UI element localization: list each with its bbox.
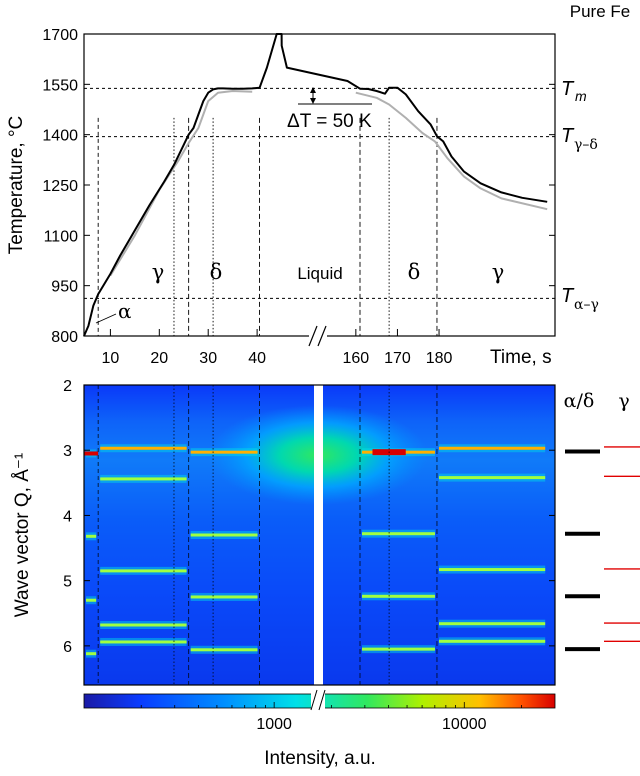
diffraction-peak: [190, 595, 258, 599]
diffraction-peak: [190, 450, 258, 454]
diffraction-peak: [438, 622, 546, 626]
q-tick-label: 4: [63, 508, 72, 525]
diffraction-peak: [438, 446, 546, 450]
x-tick-label: 160: [342, 350, 369, 367]
svg-text:α–γ: α–γ: [574, 297, 599, 313]
diffraction-peak: [86, 534, 97, 538]
temperature-axis-label: Temperature, °C: [6, 116, 27, 255]
region-label-delta-1: δ: [210, 260, 223, 284]
diffraction-peaks: [84, 444, 546, 658]
x-tick-label: 40: [248, 350, 266, 367]
diffraction-peak: [100, 623, 187, 627]
q-tick-label: 6: [63, 639, 72, 656]
svg-text:m: m: [575, 88, 587, 104]
svg-text:T: T: [561, 125, 575, 147]
heatmap-frame: [83, 384, 556, 686]
y-tick-label: 950: [51, 279, 78, 296]
t-gamma-delta-label: T γ–δ: [561, 125, 598, 153]
diffraction-peak-hot: [84, 451, 99, 456]
svg-text:γ–δ: γ–δ: [574, 137, 598, 153]
alpha-annotation: α: [118, 299, 132, 323]
heatmap-phase-lines: [97, 385, 438, 685]
y-tick-label: 1250: [42, 178, 78, 195]
svg-text:ΔT = 50 K: ΔT = 50 K: [287, 111, 372, 132]
temperature-series-line: [109, 90, 548, 277]
diffraction-peak: [86, 652, 97, 656]
diffraction-peak: [438, 639, 546, 643]
diffraction-peak: [100, 477, 187, 481]
temperature-series: [83, 33, 548, 337]
colorbar-tick-label: 1000: [256, 716, 292, 733]
q-tick-label: 5: [63, 574, 72, 591]
diffraction-peak: [362, 532, 435, 536]
region-label-liquid: Liquid: [297, 264, 342, 283]
heatmap-break-gap: [314, 385, 323, 685]
phase-reference-markers: [565, 446, 640, 652]
reference-lines: [84, 87, 555, 299]
phase-boundary-lines: [97, 117, 438, 336]
y-tick-label: 1100: [44, 228, 79, 245]
delta-t-annotation: ΔT = 50 K: [287, 87, 372, 132]
x-tick-label: 10: [102, 350, 120, 367]
chart-title: Pure Fe: [570, 2, 630, 21]
diffraction-peak: [362, 594, 435, 598]
region-label-gamma-2: γ: [492, 260, 505, 284]
x-tick-label: 170: [384, 350, 411, 367]
temperature-series-line: [83, 33, 548, 337]
region-label-gamma-1: γ: [152, 260, 165, 284]
y-tick-label: 1550: [42, 77, 78, 94]
q-axis-label: Wave vector Q, Å⁻¹: [12, 453, 33, 618]
diffraction-panel: 2 3 4 5 6 Wave vector Q, Å⁻¹ α/δ γ 1000 10000…: [12, 378, 640, 769]
region-label-delta-2: δ: [408, 260, 421, 284]
temperature-y-ticks: 800 950 1100 1250 1400 1550 1700: [42, 27, 555, 346]
diffraction-peak: [86, 598, 97, 602]
gamma-header: γ: [618, 390, 629, 412]
q-tick-label: 2: [63, 378, 72, 395]
x-axis-break: [308, 325, 327, 347]
colorbar-label: Intensity, a.u.: [264, 748, 376, 769]
diffraction-peak: [438, 568, 546, 572]
colorbar-break: [310, 688, 326, 714]
diffraction-peak: [190, 533, 258, 537]
y-tick-label: 1400: [42, 128, 78, 145]
t-alpha-gamma-label: T α–γ: [561, 285, 599, 313]
x-tick-label: 20: [150, 350, 168, 367]
q-y-ticks: 2 3 4 5 6: [63, 378, 555, 656]
diffraction-peak: [100, 446, 187, 450]
alpha-delta-header: α/δ: [564, 390, 595, 412]
y-tick-label: 800: [51, 329, 78, 346]
time-x-ticks: 10 20 30 40 160 170 180: [102, 329, 453, 367]
diffraction-peak: [190, 648, 258, 652]
q-tick-label: 3: [63, 443, 72, 460]
diffraction-peak: [100, 569, 187, 573]
x-tick-label: 180: [426, 350, 453, 367]
time-axis-label: Time, s: [490, 347, 552, 368]
x-tick-label: 30: [199, 350, 217, 367]
diffraction-peak: [438, 476, 546, 480]
tm-label: T m: [561, 78, 587, 104]
temperature-panel: 800 950 1100 1250 1400 1550 1700 10 20 30 40 160 17…: [6, 2, 630, 368]
svg-text:T: T: [561, 78, 575, 100]
svg-text:T: T: [561, 285, 575, 307]
diffraction-peak: [100, 640, 187, 644]
diffraction-peak: [362, 647, 435, 651]
colorbar-tick-label: 10000: [442, 716, 487, 733]
colorbar-ticks: 1000 10000: [140, 702, 522, 733]
y-tick-label: 1700: [42, 27, 78, 44]
alpha-pointer: [95, 313, 117, 324]
